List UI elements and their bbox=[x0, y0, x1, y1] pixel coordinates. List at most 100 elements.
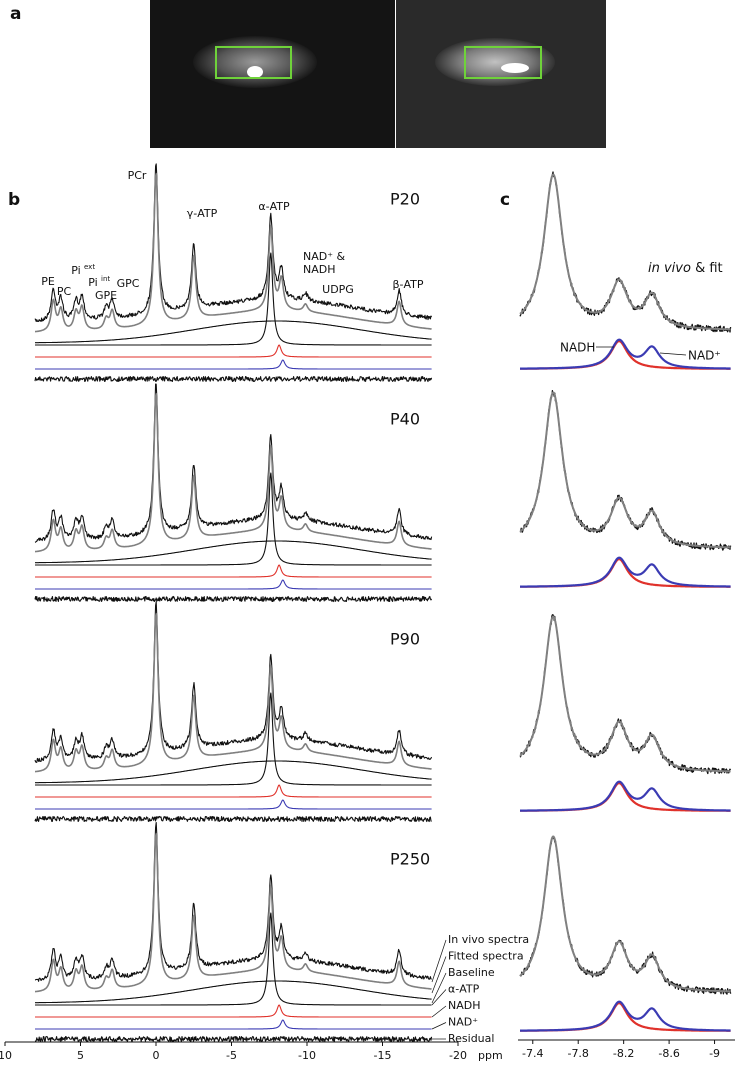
mri-region bbox=[247, 66, 263, 78]
x-tick-label: 0 bbox=[153, 1049, 160, 1062]
spectrum-5 bbox=[35, 1019, 432, 1030]
fit-title-italic: in vivo bbox=[648, 261, 691, 276]
peak-label: NAD⁺ & bbox=[303, 250, 346, 263]
x-tick-label: -8.2 bbox=[613, 1047, 634, 1060]
nad-curve bbox=[519, 338, 732, 370]
component-label: NADH bbox=[560, 341, 595, 355]
spectrum-3 bbox=[35, 912, 432, 1006]
nad-curve bbox=[519, 1000, 732, 1032]
peak-label: NADH bbox=[303, 263, 336, 276]
legend-label: NAD⁺ bbox=[448, 1016, 478, 1029]
peak-label-sup: int bbox=[101, 275, 110, 283]
spectrum-4 bbox=[35, 1004, 432, 1018]
spectrum-2 bbox=[35, 760, 432, 784]
x-axis-unit: ppm bbox=[478, 1049, 503, 1062]
panel-label: b bbox=[8, 190, 20, 210]
timepoint-label: P250 bbox=[390, 850, 430, 869]
peak-label: Pi bbox=[88, 276, 97, 289]
peak-label: UDPG bbox=[322, 283, 354, 296]
fit-curve bbox=[519, 173, 731, 331]
spectrum-6 bbox=[34, 815, 432, 823]
x-tick-label: -15 bbox=[374, 1049, 392, 1062]
fit-curve bbox=[519, 615, 731, 773]
peak-label: α-ATP bbox=[258, 200, 290, 213]
roi-box bbox=[464, 46, 542, 79]
in-vivo-curve bbox=[519, 614, 732, 775]
x-tick-label: -5 bbox=[226, 1049, 237, 1062]
peak-label: γ-ATP bbox=[187, 207, 218, 220]
spectrum-5 bbox=[35, 359, 432, 370]
legend-label: Residual bbox=[448, 1032, 494, 1045]
peak-label: GPC bbox=[117, 277, 140, 290]
spectrum-2 bbox=[35, 320, 432, 344]
in-vivo-curve bbox=[519, 171, 732, 333]
spectrum-0 bbox=[34, 383, 433, 543]
in-vivo-curve bbox=[519, 390, 732, 551]
timepoint-label: P20 bbox=[390, 190, 420, 209]
x-tick-label: 10 bbox=[0, 1049, 12, 1062]
peak-label-sup: ext bbox=[84, 263, 95, 271]
fit-curve bbox=[519, 835, 731, 993]
component-label: NAD⁺ bbox=[688, 349, 721, 363]
spectrum-0 bbox=[34, 601, 433, 763]
legend-leader bbox=[431, 939, 447, 983]
peak-label: GPE bbox=[95, 289, 117, 302]
mri-region bbox=[193, 36, 317, 88]
x-tick-label: -8.6 bbox=[658, 1047, 679, 1060]
legend-leader bbox=[431, 972, 447, 1004]
panel-label: c bbox=[500, 190, 510, 210]
x-tick-label: -10 bbox=[298, 1049, 316, 1062]
roi-box bbox=[215, 46, 292, 79]
peak-label: β-ATP bbox=[392, 278, 423, 291]
mri-region bbox=[501, 63, 529, 73]
peak-label: PCr bbox=[128, 169, 147, 182]
spectrum-0 bbox=[34, 163, 433, 322]
fit-curve bbox=[519, 391, 731, 549]
mri-images bbox=[150, 0, 606, 148]
spectrum-4 bbox=[35, 344, 432, 358]
x-tick-label: -7.8 bbox=[567, 1047, 588, 1060]
spectrum-1 bbox=[34, 613, 432, 773]
spectrum-4 bbox=[35, 564, 432, 578]
spectrum-0 bbox=[34, 821, 432, 982]
spectrum-5 bbox=[35, 799, 432, 810]
legend-label: NADH bbox=[448, 999, 481, 1012]
peak-label: PC bbox=[57, 285, 72, 298]
timepoint-label: P90 bbox=[390, 630, 420, 649]
nad-curve bbox=[519, 780, 732, 812]
component-leader bbox=[659, 352, 687, 356]
x-tick-label: -9 bbox=[709, 1047, 720, 1060]
in-vivo-curve bbox=[519, 836, 732, 995]
legend-label: In vivo spectra bbox=[448, 933, 529, 946]
spectrum-1 bbox=[34, 173, 432, 333]
peak-label: PE bbox=[41, 275, 55, 288]
x-tick-label: 5 bbox=[77, 1049, 84, 1062]
nad-curve bbox=[519, 556, 732, 588]
spectrum-6 bbox=[34, 595, 433, 603]
spectrum-6 bbox=[34, 375, 433, 383]
legend-label: Fitted spectra bbox=[448, 950, 524, 963]
legend-leader bbox=[431, 1022, 447, 1030]
timepoint-label: P40 bbox=[390, 410, 420, 429]
spectrum-2 bbox=[35, 540, 432, 564]
legend-leader bbox=[431, 1005, 447, 1018]
fit-title-rest: & fit bbox=[691, 261, 723, 276]
fit-title: in vivo & fit bbox=[648, 261, 723, 276]
peak-label: Pi bbox=[71, 264, 80, 277]
legend-label: Baseline bbox=[448, 966, 495, 979]
spectrum-3 bbox=[35, 472, 432, 566]
legend-leader bbox=[431, 989, 447, 1006]
spectrum-1 bbox=[34, 393, 432, 553]
spectrum-5 bbox=[35, 579, 432, 590]
legend-leader bbox=[431, 956, 447, 994]
legend-label: α-ATP bbox=[448, 983, 480, 996]
spectrum-2 bbox=[35, 980, 432, 1004]
x-tick-label: -20 bbox=[449, 1049, 467, 1062]
spectrum-3 bbox=[35, 692, 432, 786]
x-tick-label: -7.4 bbox=[522, 1047, 543, 1060]
spectrum-6 bbox=[34, 1035, 433, 1043]
spectrum-4 bbox=[35, 784, 432, 798]
spectrum-3 bbox=[35, 252, 432, 346]
